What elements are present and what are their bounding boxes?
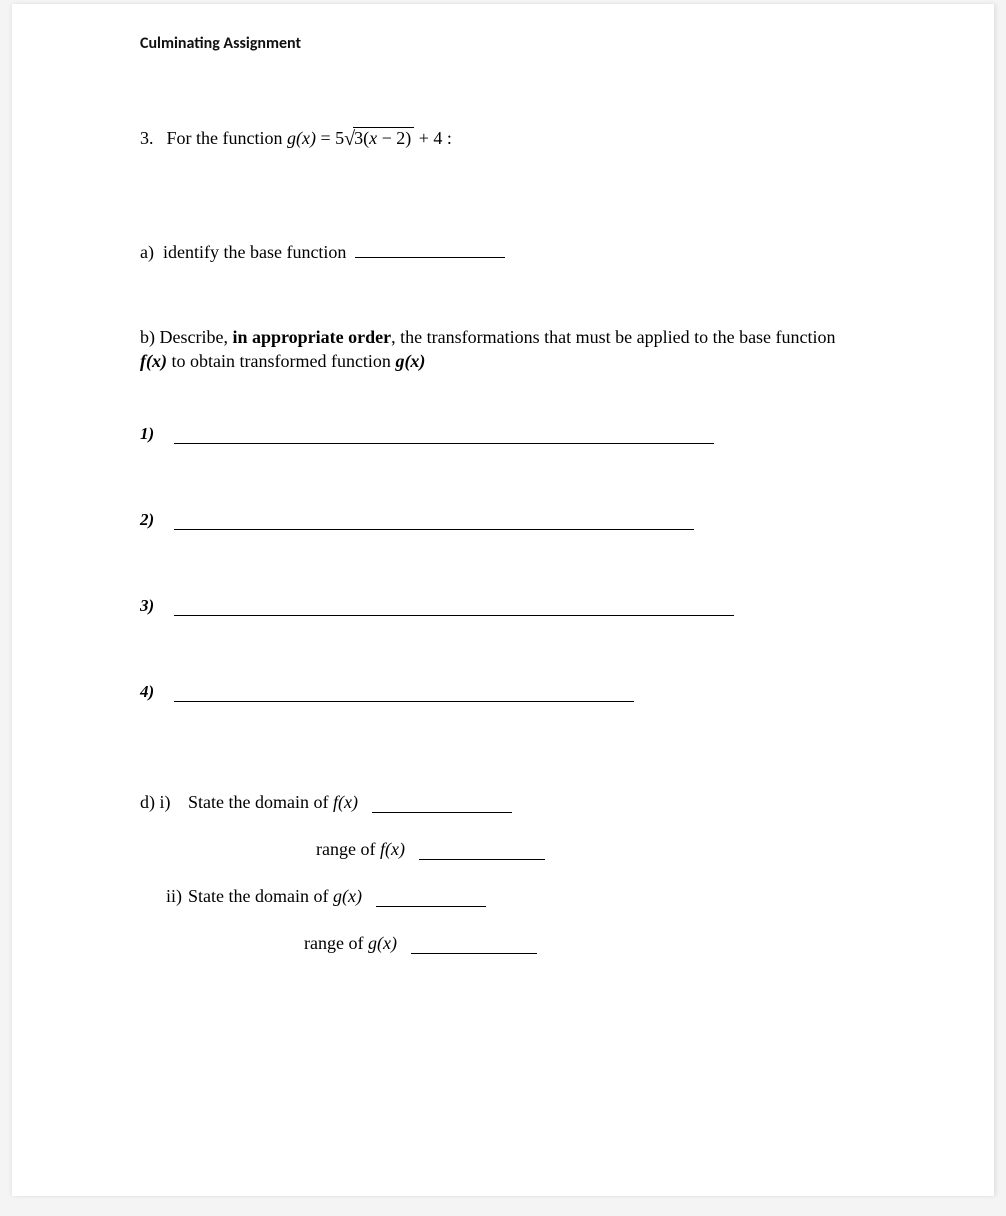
part-d: d) i) State the domain of f(x) range of … — [140, 792, 874, 954]
line4-label: 4) — [140, 682, 174, 702]
d-i-range-fx: f(x) — [380, 839, 405, 859]
line2-blank[interactable] — [174, 514, 694, 530]
d-i-domain-f-blank[interactable] — [372, 799, 512, 813]
d-ii-text: State the domain of g(x) — [188, 886, 362, 907]
transform-line-2: 2) — [140, 510, 874, 530]
part-b-bold: in appropriate order — [232, 327, 391, 347]
page-background: Culminating Assignment 3. For the functi… — [0, 0, 1006, 1216]
q3-coef: 5 — [335, 128, 344, 148]
sqrt-expression: √3(x − 2) — [344, 127, 414, 150]
d-i-label: d) i) — [140, 792, 188, 813]
part-b-mid1: , the transformations that must be appli… — [391, 327, 835, 347]
part-b-label: b) — [140, 327, 155, 347]
q3-g: g — [287, 128, 296, 148]
line1-label: 1) — [140, 424, 174, 444]
spacer — [140, 702, 874, 792]
transform-line-1: 1) — [140, 424, 874, 444]
sqrt-arg-b: − 2) — [377, 128, 411, 148]
d-ii-range-text: range of g(x) — [304, 933, 397, 954]
q3-number: 3. — [140, 128, 162, 149]
document-page: Culminating Assignment 3. For the functi… — [12, 4, 994, 1196]
sqrt-arg-a: 3( — [354, 128, 369, 148]
d-ii-domain-g-blank[interactable] — [376, 893, 486, 907]
part-a: a) identify the base function — [140, 242, 874, 263]
d-ii-range-g-blank[interactable] — [411, 940, 537, 954]
part-b-mid2: to obtain transformed function — [167, 351, 395, 371]
d-i-range-f: range of f(x) — [140, 839, 874, 860]
d-ii-domain-g: ii) State the domain of g(x) — [140, 886, 874, 907]
q3-gx-paren: (x) — [296, 128, 316, 148]
part-b: b) Describe, in appropriate order, the t… — [140, 325, 874, 374]
part-a-text: identify the base function — [163, 242, 346, 262]
q3-eq: = — [320, 128, 330, 148]
d-ii-range-gx: g(x) — [368, 933, 397, 953]
part-a-label: a) — [140, 242, 154, 263]
line3-blank[interactable] — [174, 600, 734, 616]
transform-line-4: 4) — [140, 682, 874, 702]
sqrt-arg-x: x — [369, 128, 377, 148]
question-3: 3. For the function g(x) = 5√3(x − 2) + … — [140, 127, 874, 150]
q3-math: g(x) = 5√3(x − 2) + 4 : — [287, 128, 452, 148]
sqrt-argument: 3(x − 2) — [353, 127, 414, 148]
d-i-text: State the domain of f(x) — [188, 792, 358, 813]
d-ii-label: ii) — [140, 886, 188, 907]
q3-lead: For the function — [167, 128, 283, 148]
transform-line-3: 3) — [140, 596, 874, 616]
part-b-gx: g(x) — [395, 351, 425, 371]
d-i-range-f-blank[interactable] — [419, 846, 545, 860]
d-ii-gx: g(x) — [333, 886, 362, 906]
d-ii-pre: State the domain of — [188, 886, 333, 906]
sqrt-symbol: √ — [344, 128, 355, 150]
d-i-fx: f(x) — [333, 792, 358, 812]
d-ii-range-pre: range of — [304, 933, 368, 953]
part-b-pre: Describe, — [160, 327, 233, 347]
line4-blank[interactable] — [174, 686, 634, 702]
q3-tail: + 4 : — [414, 128, 452, 148]
line3-label: 3) — [140, 596, 174, 616]
line2-label: 2) — [140, 510, 174, 530]
part-a-blank[interactable] — [355, 244, 505, 258]
d-i-domain-f: d) i) State the domain of f(x) — [140, 792, 874, 813]
d-i-range-text: range of f(x) — [316, 839, 405, 860]
d-i-range-pre: range of — [316, 839, 380, 859]
d-i-pre: State the domain of — [188, 792, 333, 812]
line1-blank[interactable] — [174, 428, 714, 444]
part-b-fx: f(x) — [140, 351, 167, 371]
d-ii-range-g: range of g(x) — [140, 933, 874, 954]
page-header: Culminating Assignment — [140, 34, 874, 53]
